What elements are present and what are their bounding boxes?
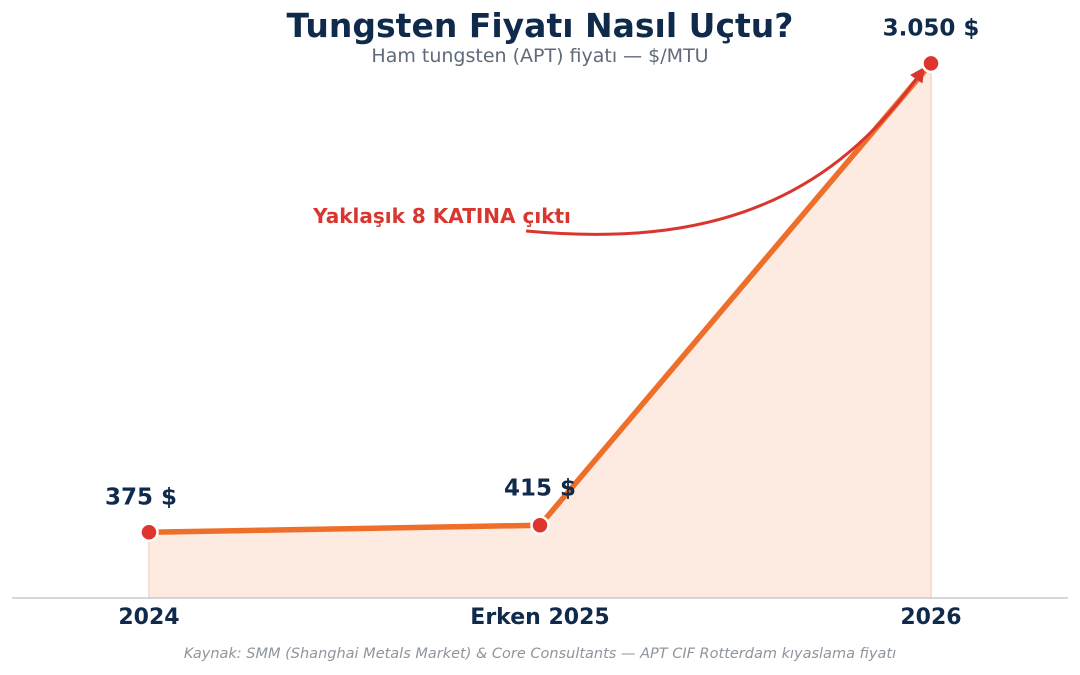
price-area-fill [149,63,931,598]
annotation-label: Yaklaşık 8 KATINA çıktı [312,204,571,228]
chart-title: Tungsten Fiyatı Nasıl Uçtu? [286,6,794,45]
data-point-marker [530,515,550,536]
source-note: Kaynak: SMM (Shanghai Metals Market) & C… [183,646,897,662]
data-value-label: 415 $ [504,475,576,501]
annotation-arrow [525,66,925,236]
x-tick-label: 2026 [900,605,961,630]
chart-subtitle: Ham tungsten (APT) fiyatı — $/MTU [371,45,709,67]
x-tick-label: Erken 2025 [470,605,609,630]
data-value-label: 375 $ [105,484,177,510]
data-point-marker [139,522,159,543]
data-point-marker [921,53,941,74]
data-value-label: 3.050 $ [883,15,980,41]
x-tick-label: 2024 [118,605,179,630]
